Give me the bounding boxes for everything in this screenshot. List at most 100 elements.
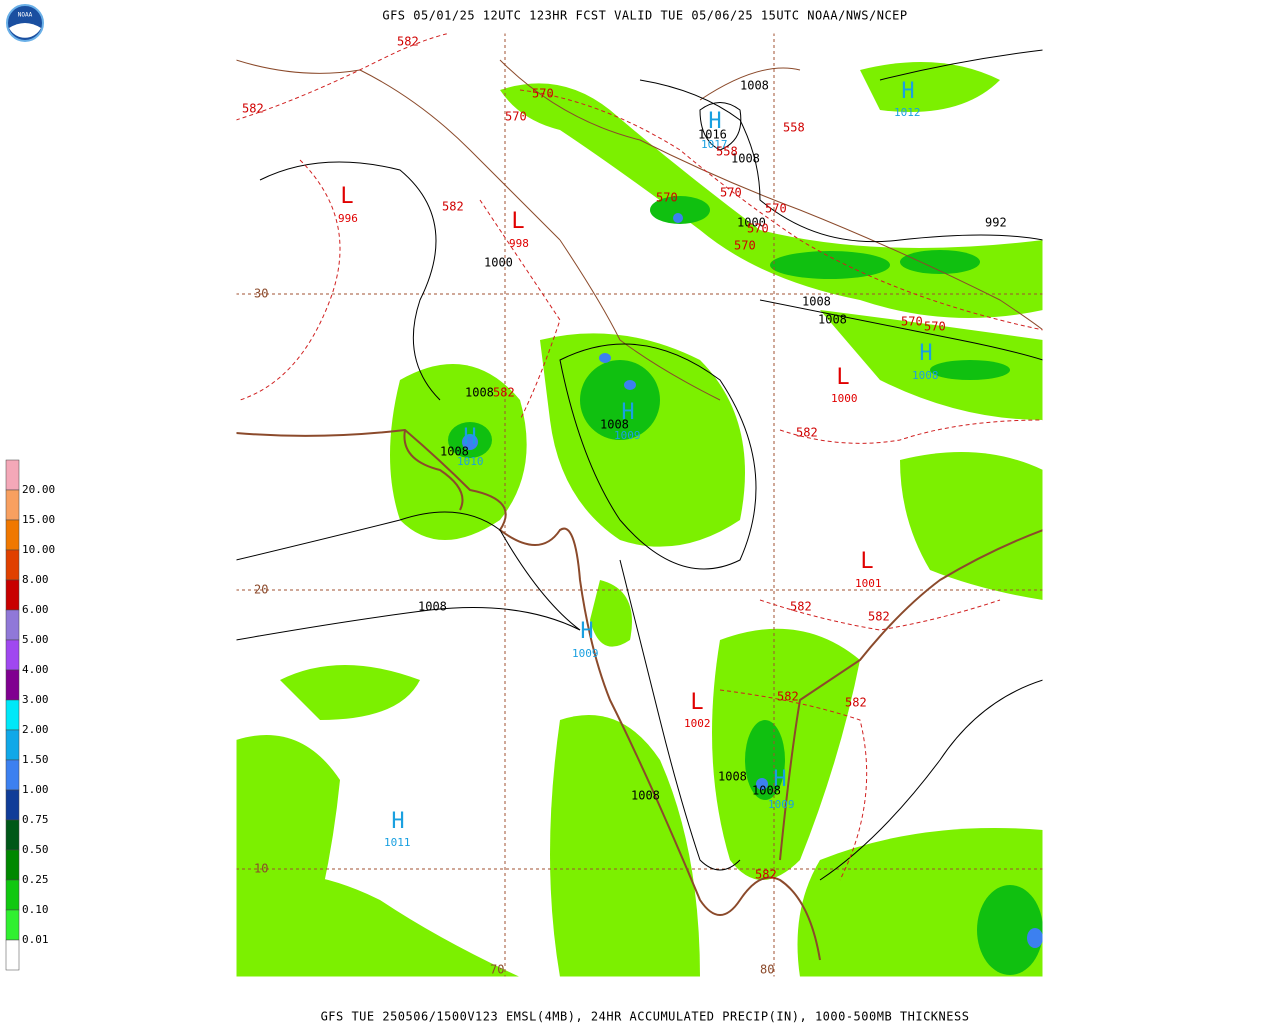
high-pressure: 1009 — [614, 429, 641, 442]
legend-label: 3.00 — [22, 693, 49, 706]
legend-swatch — [5, 609, 20, 641]
legend-swatch — [5, 819, 20, 851]
grid-label: 20 — [254, 583, 268, 597]
thickness-label: 582 — [493, 386, 515, 400]
isobar-label: 1008 — [418, 600, 447, 614]
isobar-label: 1008 — [752, 784, 781, 798]
thickness-label: 570 — [924, 320, 946, 334]
legend-swatch — [5, 459, 20, 491]
map — [235, 32, 1044, 978]
high-pressure: 1008 — [912, 369, 939, 382]
thickness-label: 582 — [242, 102, 264, 116]
high-center: H — [391, 809, 404, 834]
legend-label: 6.00 — [22, 603, 49, 616]
legend-swatch — [5, 699, 20, 731]
precip-areas — [236, 62, 1043, 977]
legend-label: 5.00 — [22, 633, 49, 646]
high-pressure: 1017 — [701, 138, 728, 151]
low-center: L — [690, 690, 703, 715]
legend-label: 0.75 — [22, 813, 49, 826]
legend-label: 4.00 — [22, 663, 49, 676]
thickness-label: 582 — [790, 600, 812, 614]
thickness-label: 582 — [755, 868, 777, 882]
low-pressure: 1001 — [855, 577, 882, 590]
isobar-label: 1008 — [802, 295, 831, 309]
thickness-label: 570 — [505, 110, 527, 124]
thickness-label: 570 — [656, 191, 678, 205]
legend-swatch — [5, 849, 20, 881]
legend-swatch — [5, 939, 20, 971]
high-center: H — [901, 79, 914, 104]
legend-label: 1.50 — [22, 753, 49, 766]
high-center: H — [580, 619, 593, 644]
legend-label: 20.00 — [22, 483, 55, 496]
thickness-label: 582 — [397, 35, 419, 49]
high-center: H — [773, 767, 786, 792]
precip-legend: 20.00 15.00 10.00 8.00 6.00 5.00 4.00 3.00 2.00 1… — [5, 459, 55, 971]
low-pressure: 996 — [338, 212, 358, 225]
noaa-logo: NOAA — [6, 4, 44, 42]
high-pressure: 1010 — [457, 455, 484, 468]
thickness-contours — [236, 33, 1043, 881]
borders — [236, 59, 1043, 401]
high-center: H — [919, 341, 932, 366]
high-center: H — [463, 425, 476, 450]
low-center: L — [340, 184, 353, 209]
grid-label: 10 — [254, 862, 268, 876]
legend-label: 8.00 — [22, 573, 49, 586]
legend-swatch — [5, 519, 20, 551]
legend-swatch — [5, 759, 20, 791]
isobar-label: 1008 — [731, 152, 760, 166]
isobar-label: 1008 — [818, 313, 847, 327]
thickness-label: 558 — [783, 121, 805, 135]
legend-swatch — [5, 879, 20, 911]
thickness-label: 570 — [901, 315, 923, 329]
legend-label: 0.25 — [22, 873, 49, 886]
coastline — [236, 428, 1043, 961]
grid-label: 30 — [254, 287, 268, 301]
thickness-label: 570 — [747, 222, 769, 236]
high-pressure: 1011 — [384, 836, 411, 849]
thickness-label: 570 — [720, 186, 742, 200]
thickness-label: 570 — [765, 202, 787, 216]
legend-label: 15.00 — [22, 513, 55, 526]
isobars — [236, 49, 1043, 881]
low-pressure: 998 — [509, 237, 529, 250]
isobar-label: 1008 — [631, 789, 660, 803]
legend-swatch — [5, 579, 20, 611]
legend-label: 0.10 — [22, 903, 49, 916]
logo-text: NOAA — [18, 12, 33, 19]
grid-label: 80 — [760, 963, 774, 977]
thickness-label: 582 — [845, 696, 867, 710]
legend-swatch — [5, 639, 20, 671]
legend-swatch — [5, 549, 20, 581]
legend-label: 0.01 — [22, 933, 49, 946]
isobar-label: 1000 — [484, 256, 513, 270]
thickness-label: 570 — [734, 239, 756, 253]
thickness-label: 582 — [777, 690, 799, 704]
isobar-label: 992 — [985, 216, 1007, 230]
legend-label: 1.00 — [22, 783, 49, 796]
isobar-label: 1008 — [718, 770, 747, 784]
isobar-label: 1000 — [737, 216, 766, 230]
isobar-label: 1016 — [698, 128, 727, 142]
low-pressure: 1002 — [684, 717, 711, 730]
high-center: H — [621, 400, 634, 425]
isobar-label: 1008 — [440, 445, 469, 459]
high-pressure: 1012 — [894, 106, 921, 119]
isobar-label: 1008 — [600, 418, 629, 432]
thickness-label: 570 — [532, 87, 554, 101]
precip-heavy — [448, 196, 1043, 975]
legend-swatch — [5, 789, 20, 821]
low-center: L — [836, 365, 849, 390]
legend-swatch — [5, 909, 20, 941]
high-center: H — [708, 109, 721, 134]
legend-label: 2.00 — [22, 723, 49, 736]
map-title: GFS 05/01/25 12UTC 123HR FCST VALID TUE … — [382, 9, 907, 23]
lat-lon-grid — [236, 33, 1043, 977]
thickness-label: 582 — [796, 426, 818, 440]
isobar-label: 1008 — [465, 386, 494, 400]
precip-extreme — [462, 213, 1043, 948]
